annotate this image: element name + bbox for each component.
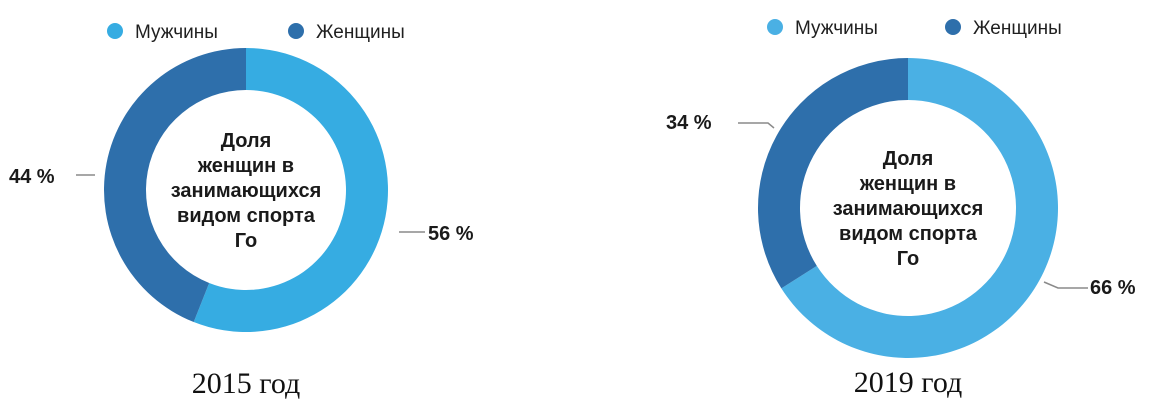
value-label-women: 34 % xyxy=(666,112,775,134)
leader-line xyxy=(738,122,775,129)
percent-label: 66 % xyxy=(1090,277,1136,299)
center-label-line: женщин в xyxy=(859,173,956,195)
center-label: Доля женщин в занимающихся видом спорта Го xyxy=(833,148,984,270)
chart-2015: Мужчины Женщины 56 % 44 % Доля женщин в занима… xyxy=(9,22,474,400)
center-label-line: занимающихся xyxy=(833,198,984,220)
chart-title: 2015 год xyxy=(192,367,300,400)
legend-label: Женщины xyxy=(973,18,1062,39)
chart-title: 2019 год xyxy=(854,366,962,399)
donut-slice-women xyxy=(104,48,246,323)
center-label-line: женщин в xyxy=(197,155,294,177)
donut-slice-women xyxy=(758,58,908,289)
center-label-line: Доля xyxy=(221,130,272,152)
legend-swatch xyxy=(767,19,783,35)
legend-label: Женщины xyxy=(316,22,405,43)
donut-chart-2015: Мужчины Женщины 56 % 44 % Доля женщин в занима… xyxy=(9,22,474,400)
center-label-line: видом спорта xyxy=(177,205,316,227)
center-label-line: занимающихся xyxy=(171,180,322,202)
legend-item-women: Женщины xyxy=(945,18,1062,39)
chart-2019: Мужчины Женщины 66 % 34 % Доля женщин в занима… xyxy=(578,0,1156,401)
percent-label: 44 % xyxy=(9,166,55,188)
center-label-line: видом спорта xyxy=(839,223,978,245)
legend-item-women: Женщины xyxy=(288,22,405,43)
value-label-women: 44 % xyxy=(9,166,95,188)
legend-item-men: Мужчины xyxy=(767,18,878,39)
value-label-men: 56 % xyxy=(399,223,474,245)
leader-line xyxy=(1043,281,1088,289)
donut-chart-2019: Мужчины Женщины 66 % 34 % Доля женщин в занима… xyxy=(666,18,1136,399)
donut-slice-men xyxy=(193,48,388,332)
percent-label: 34 % xyxy=(666,112,712,134)
legend-label: Мужчины xyxy=(135,22,218,43)
legend-label: Мужчины xyxy=(795,18,878,39)
center-label: Доля женщин в занимающихся видом спорта Го xyxy=(171,130,322,252)
center-label-line: Доля xyxy=(883,148,934,170)
percent-label: 56 % xyxy=(428,223,474,245)
value-label-men: 66 % xyxy=(1043,277,1136,299)
center-label-line: Го xyxy=(235,230,258,252)
legend-swatch xyxy=(107,23,123,39)
center-label-line: Го xyxy=(897,248,920,270)
legend-swatch xyxy=(945,19,961,35)
legend-swatch xyxy=(288,23,304,39)
donut-slice-men xyxy=(781,58,1058,358)
legend-item-men: Мужчины xyxy=(107,22,218,43)
